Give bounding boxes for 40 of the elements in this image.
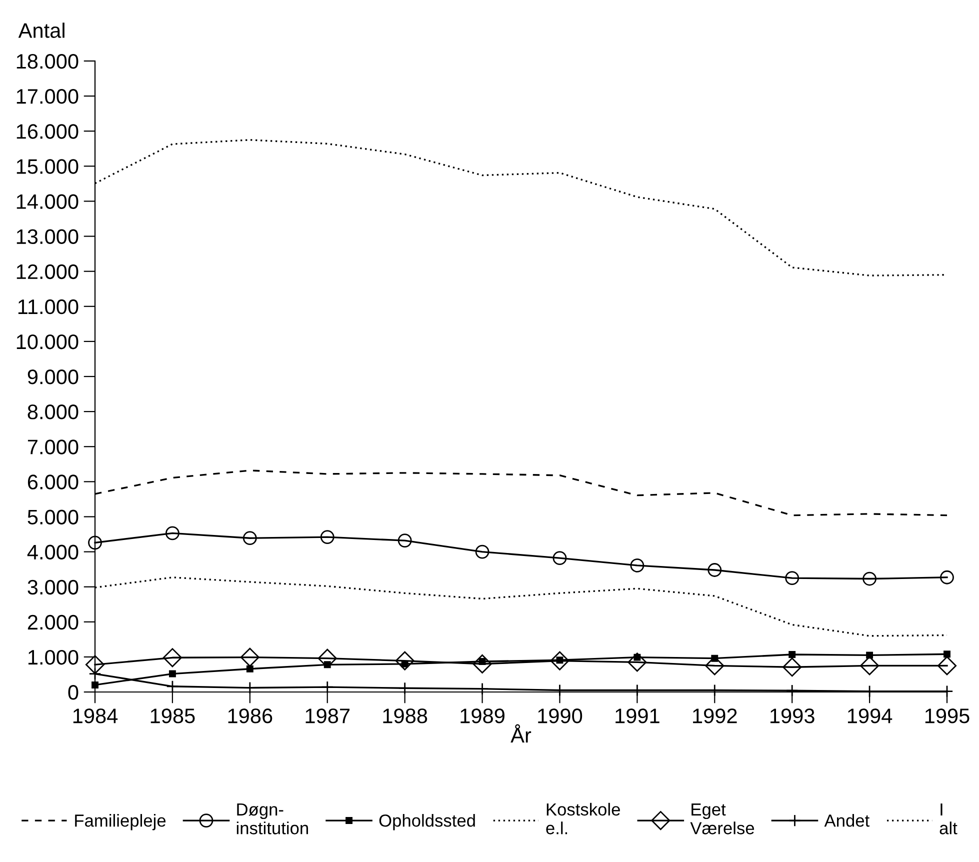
- x-axis-title: År: [510, 724, 532, 742]
- y-tick-label: 17.000: [16, 89, 78, 104]
- y-tick-label: 8.000: [28, 404, 78, 420]
- y-tick-label: 3.000: [28, 580, 78, 595]
- x-tick-label: 1992: [693, 708, 737, 724]
- x-tick-label: 1988: [383, 708, 428, 724]
- y-tick-label: 10.000: [16, 334, 78, 350]
- y-tick-label: 12.000: [16, 264, 78, 280]
- legend-label: I alt: [940, 804, 958, 834]
- x-tick-label: 1991: [616, 708, 660, 724]
- legend-label: Eget Værelse: [690, 804, 754, 834]
- y-tick-label: 4.000: [27, 544, 78, 560]
- x-tick-label: 1984: [73, 708, 118, 724]
- y-tick-label: 0: [68, 685, 78, 700]
- y-tick-label: 15.000: [16, 159, 78, 174]
- y-tick-label: 1.000: [28, 650, 78, 665]
- y-tick-label: 11.000: [18, 299, 78, 314]
- legend-label: Andet: [824, 814, 870, 827]
- y-axis-title: Antal: [18, 22, 64, 38]
- x-tick-label: 1986: [228, 708, 272, 724]
- y-tick-label: 13.000: [16, 229, 78, 244]
- y-tick-label: 5.000: [28, 510, 78, 524]
- x-tick-label: 1987: [306, 708, 350, 724]
- x-tick-label: 1989: [460, 708, 504, 724]
- x-tick-label: 1995: [925, 708, 970, 724]
- legend-label: Opholdssted: [379, 814, 475, 830]
- y-tick-label: 6.000: [28, 474, 78, 490]
- x-tick-label: 1990: [538, 708, 582, 724]
- y-tick-label: 2.000: [28, 614, 78, 630]
- x-tick-label: 1994: [848, 708, 892, 724]
- x-tick-label: 1993: [770, 708, 814, 724]
- x-tick-label: 1985: [150, 708, 195, 724]
- y-tick-label: 16.000: [16, 124, 78, 139]
- legend-label: Kostskole e.l.: [546, 802, 620, 834]
- y-tick-label: 7.000: [28, 440, 78, 454]
- legend-label: Døgn- institution: [236, 804, 308, 834]
- y-tick-label: 14.000: [16, 194, 78, 209]
- y-tick-label: 18.000: [16, 54, 78, 69]
- y-tick-label: 9.000: [28, 370, 78, 384]
- legend-label: Familiepleje: [75, 814, 166, 830]
